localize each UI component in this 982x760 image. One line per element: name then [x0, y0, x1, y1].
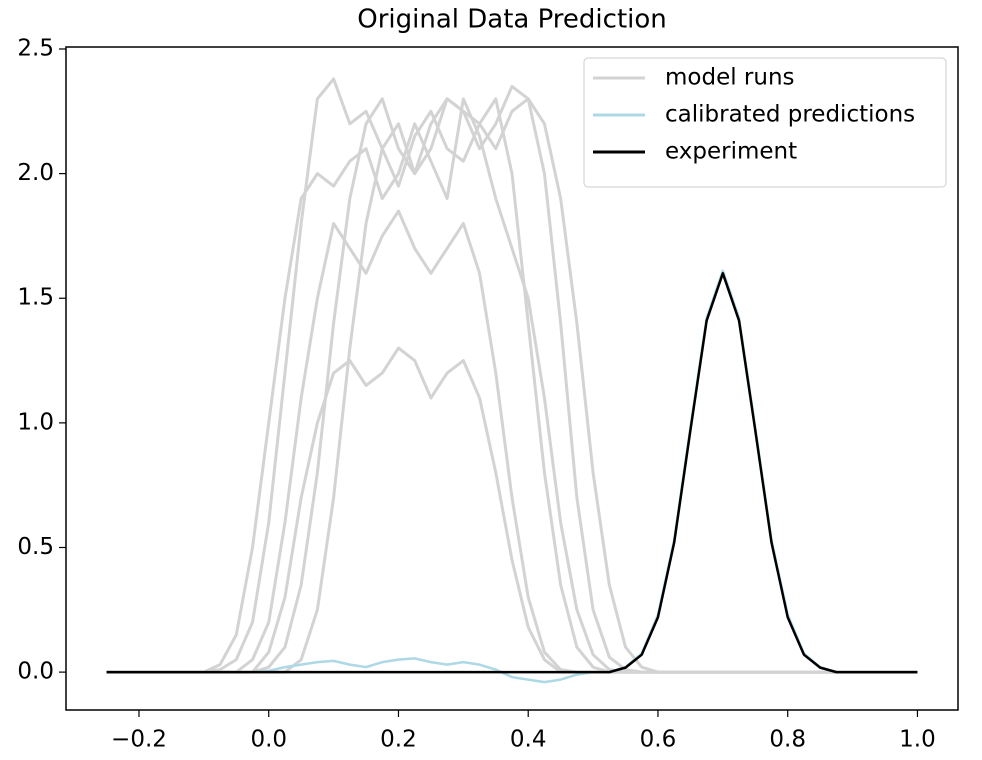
line — [106, 269, 918, 684]
y-tick-label: 2.5 — [17, 35, 54, 61]
line — [106, 209, 918, 674]
x-tick-label: 0.4 — [510, 727, 547, 753]
y-tick-label: 0.0 — [17, 659, 54, 685]
x-tick-label: 0.2 — [380, 727, 417, 753]
legend-label: calibrated predictions — [665, 102, 915, 128]
legend-label: experiment — [665, 139, 797, 165]
line — [106, 346, 918, 674]
line — [106, 272, 918, 674]
x-tick-label: 0.8 — [769, 727, 806, 753]
y-tick-label: 0.5 — [17, 534, 54, 560]
axes-frame — [65, 46, 959, 711]
y-tick-label: 2.0 — [17, 160, 54, 186]
x-tick-label: 0.6 — [640, 727, 677, 753]
x-tick-label: −0.2 — [111, 727, 167, 753]
x-tick-label: 1.0 — [899, 727, 936, 753]
x-tick-label: 0.0 — [250, 727, 287, 753]
plot-area — [106, 77, 918, 684]
chart-title: Original Data Prediction — [357, 5, 667, 35]
y-tick-label: 1.5 — [17, 285, 54, 311]
legend-box — [583, 57, 947, 188]
y-tick-label: 1.0 — [17, 409, 54, 435]
legend-label: model runs — [665, 65, 795, 91]
